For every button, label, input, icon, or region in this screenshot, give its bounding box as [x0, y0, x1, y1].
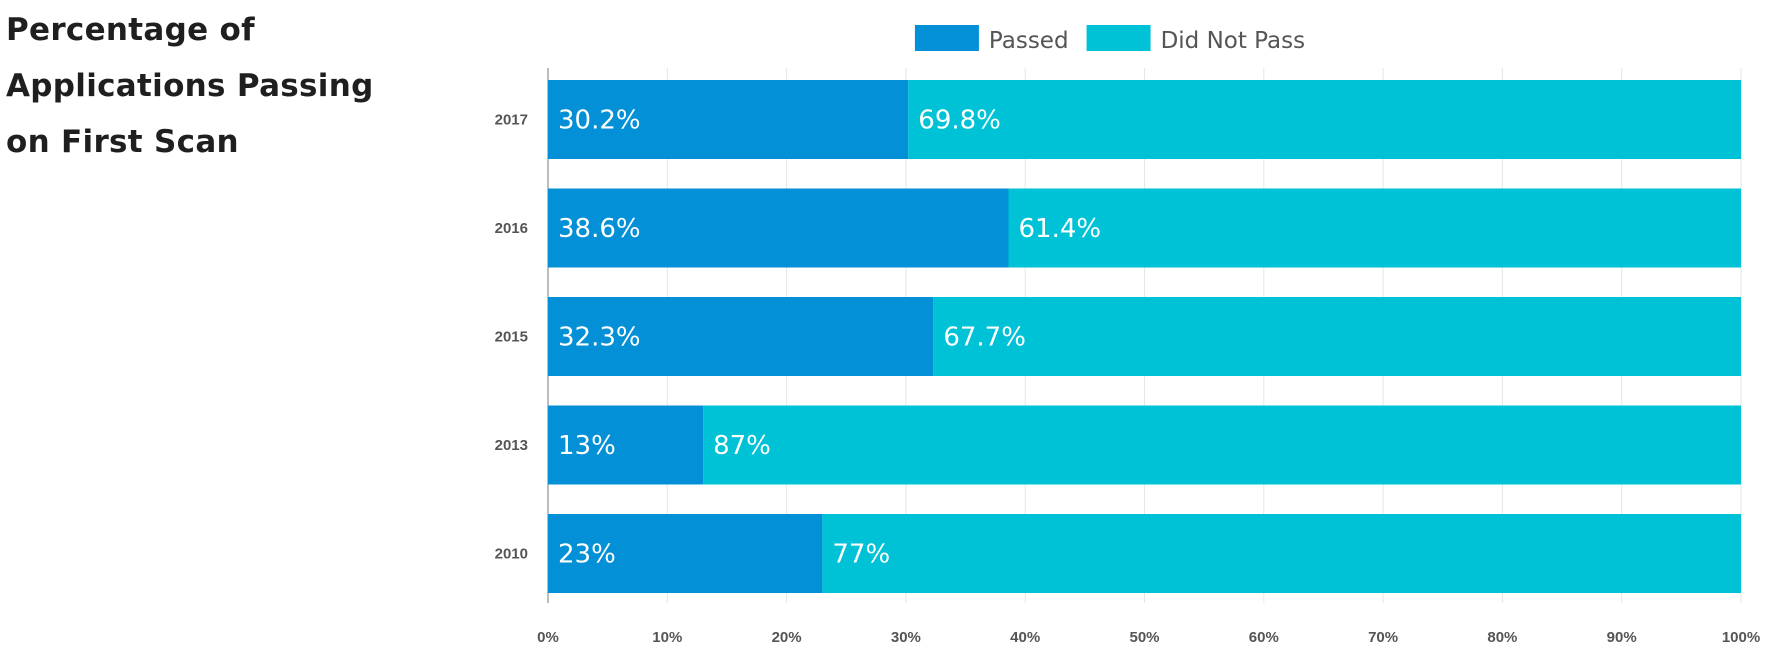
x-tick-label: 50% — [1129, 629, 1159, 646]
data-label: 77% — [832, 540, 890, 570]
bar-did-not-pass — [703, 405, 1741, 485]
category-label: 2015 — [495, 329, 528, 346]
bar-did-not-pass — [908, 80, 1741, 159]
category-label: 2013 — [495, 437, 528, 454]
bar-did-not-pass — [822, 514, 1741, 593]
data-label: 38.6% — [558, 214, 641, 244]
x-tick-label: 30% — [891, 629, 921, 646]
data-label: 30.2% — [558, 106, 641, 136]
legend-label: Did Not Pass — [1161, 28, 1306, 54]
legend-label: Passed — [989, 28, 1069, 54]
data-label: 32.3% — [558, 323, 641, 353]
chart-title: Percentage of Applications Passing on Fi… — [6, 12, 374, 160]
category-label: 2010 — [495, 546, 528, 563]
legend-swatch-passed — [914, 25, 979, 51]
x-tick-label: 20% — [772, 629, 802, 646]
bar-passed — [548, 405, 704, 485]
x-tick-label: 60% — [1249, 629, 1279, 646]
category-label: 2016 — [495, 220, 528, 237]
data-label: 67.7% — [943, 323, 1026, 353]
data-label: 23% — [558, 540, 616, 570]
bar-did-not-pass — [1008, 188, 1741, 268]
x-tick-label: 10% — [652, 629, 682, 646]
x-tick-label: 0% — [537, 629, 559, 646]
data-label: 87% — [713, 431, 771, 461]
bar-passed — [548, 80, 909, 159]
legend-swatch-did-not-pass — [1086, 25, 1151, 51]
x-tick-label: 70% — [1368, 629, 1398, 646]
category-label: 2017 — [495, 112, 528, 129]
data-label: 69.8% — [918, 106, 1001, 136]
bar-passed — [548, 188, 1009, 268]
data-label: 13% — [558, 431, 616, 461]
x-tick-label: 40% — [1010, 629, 1040, 646]
x-tick-label: 80% — [1487, 629, 1517, 646]
bar-did-not-pass — [933, 297, 1741, 376]
data-label: 61.4% — [1018, 214, 1101, 244]
bar-passed — [548, 297, 934, 376]
bar-passed — [548, 514, 823, 593]
x-tick-label: 100% — [1722, 629, 1760, 646]
x-tick-label: 90% — [1607, 629, 1637, 646]
